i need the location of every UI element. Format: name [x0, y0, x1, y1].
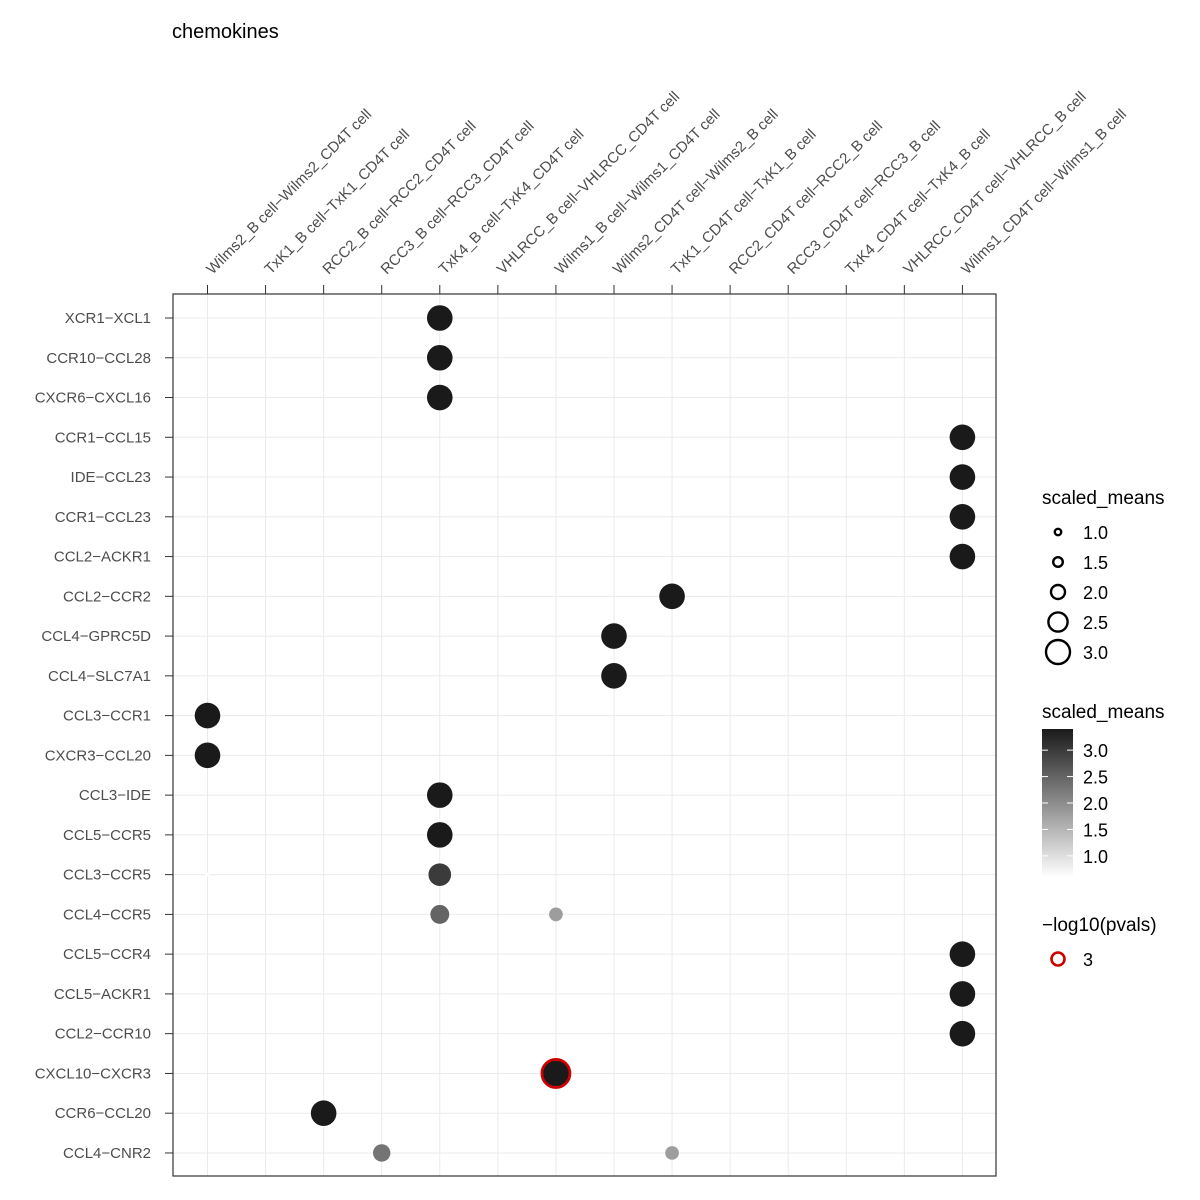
color-legend: scaled_means 3.0 2.5 2.0 1.5 1.0 — [1042, 702, 1165, 877]
data-points — [194, 305, 976, 1162]
chart-title: chemokines — [172, 21, 279, 43]
y-tick-label: CCL3−CCR5 — [63, 867, 151, 884]
y-tick-label: CCR10−CCL28 — [46, 350, 151, 367]
size-legend-key — [1051, 556, 1064, 569]
size-legend-key — [1053, 527, 1063, 537]
y-tick-label: CCL4−CNR2 — [63, 1145, 151, 1162]
y-tick-label: CCL5−ACKR1 — [54, 986, 151, 1003]
grid-lines — [173, 294, 996, 1176]
y-tick-label: CXCL10−CXCR3 — [35, 1065, 151, 1082]
data-point — [428, 863, 452, 886]
y-tick-label: CCL2−CCR10 — [55, 1026, 151, 1043]
y-tick-label: CCL5−CCR5 — [63, 827, 151, 844]
y-tick-label: CCL2−CCR2 — [63, 588, 151, 605]
y-axis-labels: XCR1−XCL1 CCR10−CCL28 CXCR6−CXCL16 CCR1−CCL… — [35, 310, 151, 1162]
size-legend-key — [1049, 583, 1067, 601]
data-point — [601, 663, 627, 689]
size-legend-label: 2.5 — [1083, 613, 1108, 633]
y-tick-label: CXCR3−CCL20 — [45, 747, 151, 764]
data-point — [659, 583, 685, 610]
color-legend-label: 3.0 — [1083, 741, 1108, 761]
size-legend-key — [1047, 611, 1069, 633]
size-legend-label: 1.0 — [1083, 523, 1108, 543]
y-tick-label: CCL3−CCR1 — [63, 708, 151, 725]
data-point — [665, 1146, 679, 1160]
x-axis-ticks — [207, 285, 963, 294]
size-legend-title: scaled_means — [1042, 488, 1165, 509]
pval-legend-label: 3 — [1083, 950, 1093, 970]
data-point — [949, 424, 976, 451]
plot-panel-border — [172, 293, 997, 1177]
data-point — [310, 1100, 337, 1126]
size-legend: scaled_means 1.0 1.5 2.0 2.5 3.0 — [1042, 488, 1165, 666]
y-tick-label: CCL4−GPRC5D — [41, 628, 151, 645]
data-point — [194, 742, 221, 769]
data-point — [373, 1144, 391, 1162]
data-point — [426, 344, 453, 371]
color-legend-label: 1.0 — [1083, 847, 1108, 867]
size-legend-label: 3.0 — [1083, 643, 1108, 663]
color-legend-title: scaled_means — [1042, 702, 1165, 723]
data-point — [949, 543, 976, 570]
size-legend-label: 1.5 — [1083, 553, 1108, 573]
y-tick-label: CXCR6−CXCL16 — [35, 390, 151, 407]
data-point — [549, 907, 563, 922]
color-legend-label: 2.0 — [1083, 794, 1108, 814]
y-tick-label: IDE−CCL23 — [71, 469, 151, 486]
pval-legend-key — [1050, 951, 1066, 967]
data-point — [194, 702, 221, 729]
size-legend-key — [1044, 638, 1072, 666]
data-point — [949, 464, 976, 490]
pval-legend: −log10(pvals) 3 — [1042, 915, 1157, 970]
data-point — [430, 904, 450, 924]
size-legend-label: 2.0 — [1083, 583, 1108, 603]
y-tick-label: CCL4−SLC7A1 — [48, 668, 151, 685]
data-point — [601, 623, 627, 649]
data-point — [426, 822, 453, 848]
data-point — [426, 384, 453, 411]
data-point — [540, 1058, 572, 1089]
data-point — [949, 1020, 976, 1047]
y-tick-label: CCR1−CCL23 — [55, 509, 151, 526]
data-point — [949, 941, 976, 967]
data-point — [426, 782, 453, 808]
y-tick-label: XCR1−XCL1 — [65, 310, 151, 327]
data-point — [426, 305, 453, 331]
y-tick-label: CCL3−IDE — [79, 787, 151, 804]
y-tick-label: CCL5−CCR4 — [63, 946, 151, 963]
pval-legend-title: −log10(pvals) — [1042, 915, 1157, 936]
y-axis-ticks — [165, 317, 173, 1154]
color-legend-label: 2.5 — [1083, 768, 1108, 788]
color-legend-label: 1.5 — [1083, 820, 1108, 840]
y-tick-label: CCR1−CCL15 — [55, 429, 151, 446]
data-point — [205, 872, 210, 877]
data-point — [949, 981, 976, 1007]
y-tick-label: CCR6−CCL20 — [55, 1105, 151, 1122]
y-tick-label: CCL2−ACKR1 — [54, 549, 151, 566]
y-tick-label: CCL4−CCR5 — [63, 906, 151, 923]
data-point — [949, 504, 976, 530]
